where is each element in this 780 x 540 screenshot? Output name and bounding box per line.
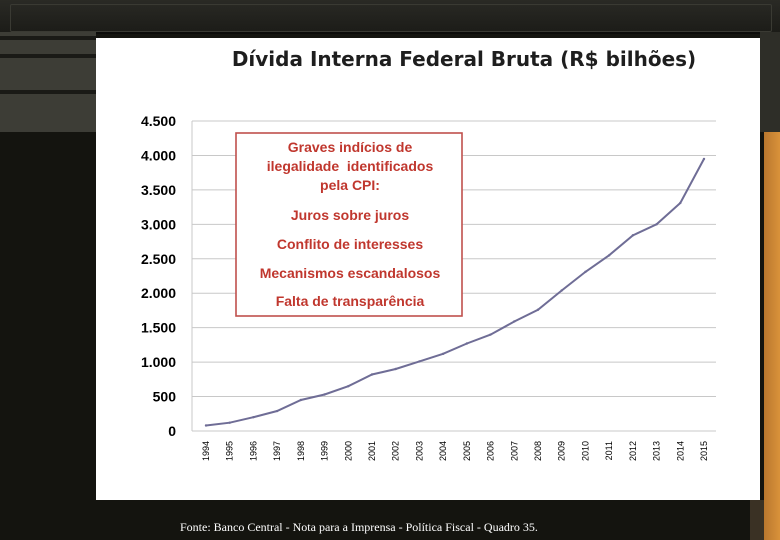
data-point	[441, 352, 445, 356]
data-point	[584, 270, 587, 274]
window-top-frame	[10, 4, 772, 32]
x-tick-label: 1994	[201, 441, 211, 461]
y-tick-label: 4.000	[141, 147, 176, 163]
data-point	[679, 201, 682, 205]
left-decor-stripe	[0, 54, 96, 58]
annotation-frame	[235, 132, 463, 317]
data-point	[394, 367, 397, 371]
annotation-line: Juros sobre juros	[291, 207, 409, 223]
data-point	[513, 320, 516, 323]
x-tick-label: 2004	[438, 441, 448, 461]
annotation-line: Mecanismos escandalosos	[260, 265, 441, 281]
annotation-line: Graves indícios de	[288, 139, 413, 155]
y-tick-label: 0	[168, 423, 176, 439]
x-tick-label: 1999	[320, 441, 330, 461]
left-decor	[0, 32, 96, 132]
y-axis-labels: 0 500 1.000 1.500 2.000 2.500 3.000 3.500 4.000 4…	[141, 113, 176, 439]
bottom-decor	[750, 500, 764, 540]
y-tick-label: 500	[153, 389, 177, 405]
left-decor-stripe	[0, 90, 96, 94]
annotation-line: Falta de transparência	[276, 293, 425, 309]
x-tick-label: 2009	[557, 441, 567, 461]
right-decor	[760, 32, 780, 132]
x-tick-label: 2015	[699, 441, 709, 461]
data-point	[465, 342, 469, 345]
y-tick-label: 4.500	[141, 113, 176, 129]
chart-panel: Dívida Interna Federal Bruta (R$ bilhões…	[96, 38, 760, 500]
x-tick-label: 2007	[509, 441, 519, 461]
x-axis-labels: 1994 1995 1996 1997 1998 1999 2000 2001 2002 2003…	[201, 441, 709, 461]
x-tick-label: 1997	[272, 441, 282, 461]
annotation-line: Conflito de interesses	[277, 236, 423, 252]
data-point	[702, 157, 706, 161]
x-tick-label: 2011	[604, 441, 614, 460]
x-tick-label: 2001	[367, 441, 377, 461]
series-layer	[204, 157, 706, 427]
x-tick-label: 2003	[414, 441, 424, 461]
x-tick-label: 2012	[628, 441, 638, 461]
y-tick-label: 2.500	[141, 251, 176, 267]
y-tick-label: 1.500	[141, 320, 176, 336]
data-point	[418, 360, 421, 363]
x-tick-label: 2013	[652, 441, 662, 461]
data-point	[347, 385, 350, 388]
data-point	[370, 373, 374, 376]
right-orange-bar	[764, 132, 780, 540]
y-tick-label: 2.000	[141, 285, 176, 301]
x-tick-label: 1996	[248, 441, 258, 461]
data-point	[631, 234, 635, 237]
left-decor-stripe	[0, 36, 96, 40]
x-tick-label: 2005	[462, 441, 472, 461]
data-point	[228, 421, 231, 424]
chart-title: Dívida Interna Federal Bruta (R$ bilhões…	[232, 47, 696, 71]
x-tick-label: 2010	[580, 441, 590, 461]
data-point	[204, 424, 208, 427]
data-point	[536, 308, 540, 311]
data-point	[489, 333, 492, 336]
y-tick-label: 3.500	[141, 182, 176, 198]
data-point	[323, 393, 326, 396]
data-point	[299, 398, 303, 402]
annotation-box: Graves indícios de ilegalidade identifica…	[235, 132, 463, 317]
x-tick-label: 2008	[533, 441, 543, 461]
y-tick-label: 1.000	[141, 354, 176, 370]
y-tick-label: 3.000	[141, 216, 176, 232]
series-line	[205, 158, 705, 427]
x-tick-label: 1998	[296, 441, 306, 461]
data-point	[655, 223, 658, 226]
x-tick-label: 2006	[486, 441, 496, 461]
line-chart: Dívida Interna Federal Bruta (R$ bilhões…	[141, 47, 716, 461]
data-point	[275, 409, 279, 413]
source-note: Fonte: Banco Central - Nota para a Impre…	[180, 520, 538, 534]
data-point	[607, 254, 611, 257]
annotation-line: pela CPI:	[320, 177, 380, 193]
annotation-line: ilegalidade identificados	[267, 158, 434, 174]
x-tick-label: 2000	[343, 441, 353, 461]
data-point	[252, 416, 255, 419]
data-point	[560, 289, 563, 292]
window-top-bar	[0, 0, 780, 34]
x-tick-label: 2014	[675, 441, 685, 461]
x-tick-label: 1995	[225, 441, 235, 461]
x-tick-label: 2002	[391, 441, 401, 461]
